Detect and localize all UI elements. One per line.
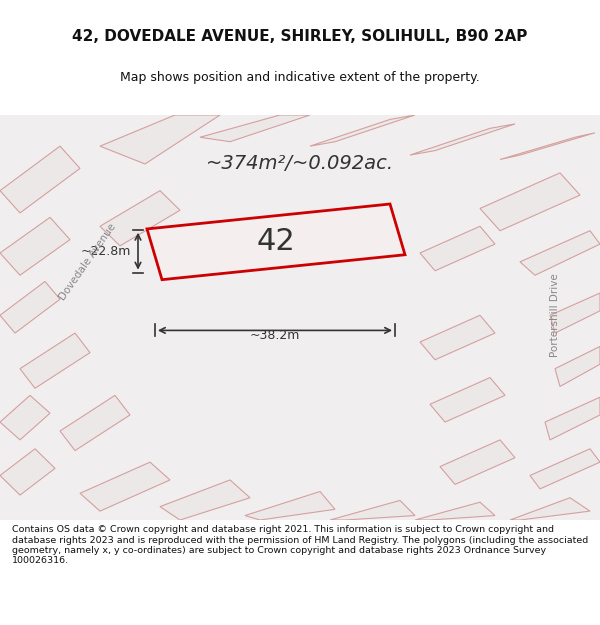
Polygon shape <box>0 281 60 333</box>
Polygon shape <box>160 480 250 520</box>
Polygon shape <box>510 498 590 520</box>
Polygon shape <box>0 449 55 495</box>
Polygon shape <box>80 462 170 511</box>
Polygon shape <box>0 217 70 275</box>
Polygon shape <box>520 231 600 275</box>
Polygon shape <box>420 315 495 360</box>
Text: Contains OS data © Crown copyright and database right 2021. This information is : Contains OS data © Crown copyright and d… <box>12 525 588 566</box>
Polygon shape <box>245 491 335 520</box>
Text: ~22.8m: ~22.8m <box>80 244 131 258</box>
Polygon shape <box>100 191 180 246</box>
Polygon shape <box>20 333 90 388</box>
Polygon shape <box>410 124 515 155</box>
Text: 42: 42 <box>257 228 295 256</box>
Polygon shape <box>530 449 600 489</box>
Polygon shape <box>330 501 415 520</box>
Text: Portershill Drive: Portershill Drive <box>550 273 560 357</box>
Polygon shape <box>480 173 580 231</box>
Text: Map shows position and indicative extent of the property.: Map shows position and indicative extent… <box>120 71 480 84</box>
Polygon shape <box>420 226 495 271</box>
Polygon shape <box>147 204 405 279</box>
Polygon shape <box>310 115 415 146</box>
Polygon shape <box>100 115 220 164</box>
Polygon shape <box>415 503 495 520</box>
Polygon shape <box>440 440 515 484</box>
Polygon shape <box>430 378 505 422</box>
Polygon shape <box>500 132 595 159</box>
Polygon shape <box>545 397 600 440</box>
Polygon shape <box>60 396 130 451</box>
Polygon shape <box>550 293 600 333</box>
Polygon shape <box>0 146 80 213</box>
Text: Dovedale Avenue: Dovedale Avenue <box>58 222 118 302</box>
Text: ~38.2m: ~38.2m <box>250 329 300 342</box>
Text: ~374m²/~0.092ac.: ~374m²/~0.092ac. <box>206 154 394 173</box>
Polygon shape <box>0 396 50 440</box>
Text: 42, DOVEDALE AVENUE, SHIRLEY, SOLIHULL, B90 2AP: 42, DOVEDALE AVENUE, SHIRLEY, SOLIHULL, … <box>73 29 527 44</box>
Polygon shape <box>200 115 310 142</box>
Polygon shape <box>555 346 600 386</box>
